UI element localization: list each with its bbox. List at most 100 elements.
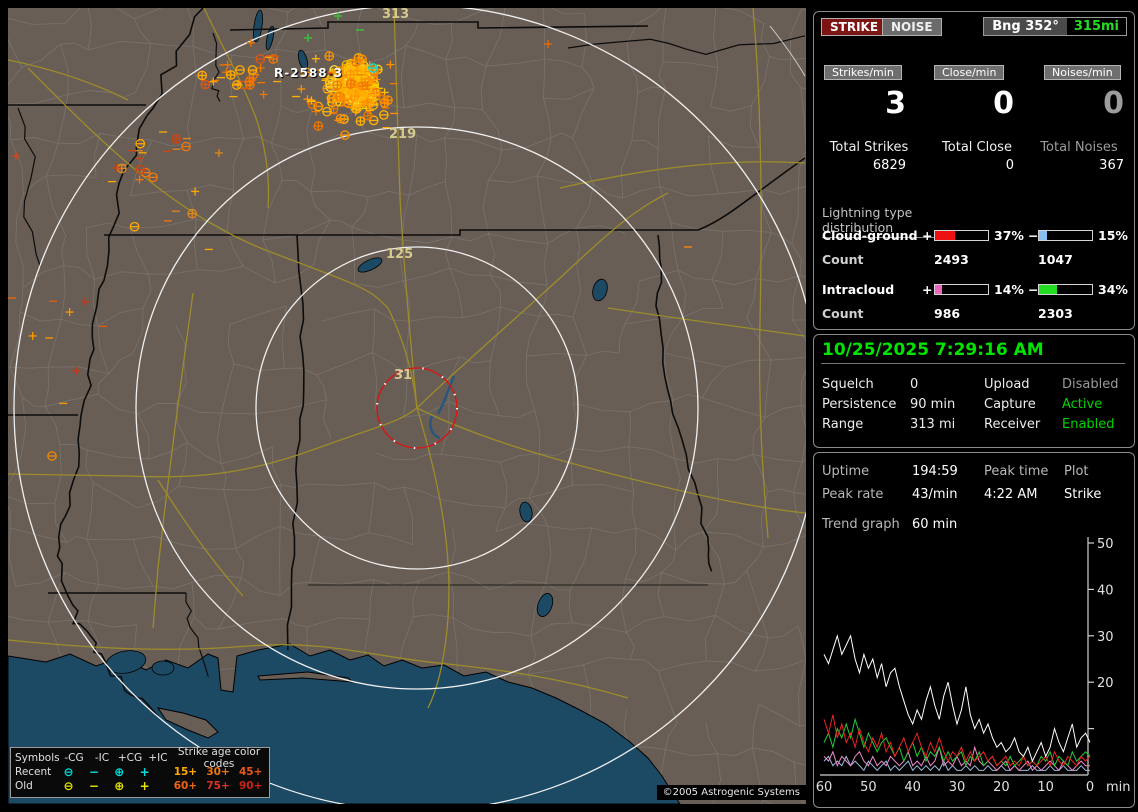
ic-plus-bar <box>934 284 989 295</box>
total-strikes-label: Total Strikes <box>814 140 924 155</box>
total-noises-value: 367 <box>1032 158 1124 173</box>
svg-text:50: 50 <box>1097 537 1114 552</box>
squelch-value: 0 <box>910 377 918 392</box>
ic-plus-count: 986 <box>934 306 960 321</box>
svg-text:50: 50 <box>860 780 877 795</box>
cg-minus-count: 1047 <box>1038 252 1073 267</box>
age-code: 75+ <box>202 780 235 792</box>
plot-label: Plot <box>1064 464 1089 479</box>
range-value: 313 mi <box>910 417 955 432</box>
nic-symbol: − <box>82 780 106 792</box>
storm-cell-label: R-2588-3 <box>274 66 343 80</box>
bearing-value: Bng 352° <box>984 18 1067 35</box>
count-label: Count <box>822 252 864 267</box>
peak-time-value: 4:22 AM <box>984 487 1037 502</box>
noises-per-min-chip[interactable]: Noises/min <box>1044 65 1121 80</box>
pcg-symbol: ⊕ <box>106 780 133 792</box>
minus-sign: − <box>1028 282 1038 297</box>
svg-text:40: 40 <box>904 780 921 795</box>
total-strikes-value: 6829 <box>814 158 906 173</box>
ncg-symbol: ⊖ <box>55 766 82 778</box>
ic-minus-pct: 34% <box>1098 282 1128 297</box>
intracloud-counts: Count 986 2303 <box>822 306 864 321</box>
svg-text:min: min <box>1106 780 1131 795</box>
cg-plus-pct: 37% <box>994 228 1024 243</box>
receiver-status: Enabled <box>1062 417 1115 432</box>
pic-symbol: + <box>133 780 157 792</box>
legend-pic-header: +IC <box>145 752 171 764</box>
noises-rate-value: 0 <box>1032 86 1124 121</box>
svg-text:60: 60 <box>816 780 833 795</box>
map-canvas: 31321912531 <box>8 8 806 804</box>
uptime-value: 194:59 <box>912 464 958 479</box>
svg-text:20: 20 <box>1097 676 1114 691</box>
svg-text:40: 40 <box>1097 583 1114 598</box>
squelch-label: Squelch <box>822 377 874 392</box>
legend-pcg-header: +CG <box>115 752 145 764</box>
range-value: 315mi <box>1067 18 1126 35</box>
noise-button[interactable]: NOISE <box>882 18 942 36</box>
age-code: 45+ <box>234 766 267 778</box>
close-rate-value: 0 <box>922 86 1014 121</box>
plus-sign: + <box>922 228 932 243</box>
pic-symbol: + <box>133 766 157 778</box>
svg-text:219: 219 <box>389 127 416 142</box>
strikes-per-min-chip[interactable]: Strikes/min <box>824 65 902 80</box>
stats-panel: STRIKE NOISE Bng 352° 315mi Strikes/min … <box>813 11 1135 330</box>
svg-text:10: 10 <box>1037 780 1054 795</box>
peak-rate-label: Peak rate <box>822 487 883 502</box>
cloud-ground-row: Cloud-ground + 37% − 15% <box>822 228 1126 242</box>
range-label: Range <box>822 417 863 432</box>
pcg-symbol: ⊕ <box>106 766 133 778</box>
age-code: 15+ <box>169 766 202 778</box>
cg-plus-bar <box>934 230 989 241</box>
map-legend: Symbols -CG -IC +CG +IC Strike age color… <box>10 747 270 798</box>
datetime-display: 10/25/2025 7:29:16 AM <box>822 340 1044 360</box>
bearing-readout: Bng 352° 315mi <box>983 17 1127 36</box>
strikes-rate-value: 3 <box>814 86 906 121</box>
persistence-row: Persistence 90 min Capture Active <box>822 397 1126 412</box>
minus-sign: − <box>1028 228 1038 243</box>
legend-nic-header: -IC <box>89 752 115 764</box>
settings-panel: 10/25/2025 7:29:16 AM Squelch 0 Upload D… <box>813 334 1135 448</box>
peak-time-label: Peak time <box>984 464 1048 479</box>
total-close-label: Total Close <box>922 140 1032 155</box>
svg-text:20: 20 <box>993 780 1010 795</box>
ncg-symbol: ⊖ <box>55 780 82 792</box>
legend-symbols-header: Symbols <box>15 752 59 764</box>
cg-minus-bar <box>1038 230 1093 241</box>
upload-label: Upload <box>984 377 1030 392</box>
age-code: 60+ <box>169 780 202 792</box>
cloud-ground-counts: Count 2493 1047 <box>822 252 864 267</box>
svg-text:125: 125 <box>386 247 413 262</box>
total-noises-label: Total Noises <box>1024 140 1134 155</box>
ic-minus-count: 2303 <box>1038 306 1073 321</box>
lightning-map[interactable]: 31321912531 R-2588-3 Symbols -CG -IC +CG… <box>8 8 806 804</box>
range-row: Range 313 mi Receiver Enabled <box>822 417 1126 432</box>
uptime-label: Uptime <box>822 464 869 479</box>
peak-rate-row: Peak rate 43/min 4:22 AM Strike <box>822 487 1126 502</box>
strike-button[interactable]: STRIKE <box>821 18 887 36</box>
legend-recent-label: Recent <box>15 766 55 778</box>
close-per-min-chip[interactable]: Close/min <box>934 65 1004 80</box>
capture-status: Active <box>1062 397 1102 412</box>
legend-ncg-header: -CG <box>59 752 89 764</box>
svg-text:30: 30 <box>1097 630 1114 645</box>
svg-text:0: 0 <box>1086 780 1094 795</box>
ic-minus-bar <box>1038 284 1093 295</box>
age-code: 90+ <box>234 780 267 792</box>
trend-row: Trend graph 60 min <box>822 517 1126 532</box>
intracloud-label: Intracloud <box>822 282 894 297</box>
persistence-label: Persistence <box>822 397 896 412</box>
trend-panel: Uptime 194:59 Peak time Plot Peak rate 4… <box>813 452 1135 808</box>
svg-text:30: 30 <box>949 780 966 795</box>
peak-rate-value: 43/min <box>912 487 957 502</box>
plot-value: Strike <box>1064 487 1101 502</box>
nic-symbol: − <box>82 766 106 778</box>
copyright-text: ©2005 Astrogenic Systems <box>657 785 806 800</box>
trend-graph: 20 30 40 50 60 50 40 30 20 10 0 min <box>814 533 1132 803</box>
svg-text:313: 313 <box>382 8 409 22</box>
cloud-ground-label: Cloud-ground <box>822 228 918 243</box>
receiver-label: Receiver <box>984 417 1040 432</box>
cg-plus-count: 2493 <box>934 252 969 267</box>
